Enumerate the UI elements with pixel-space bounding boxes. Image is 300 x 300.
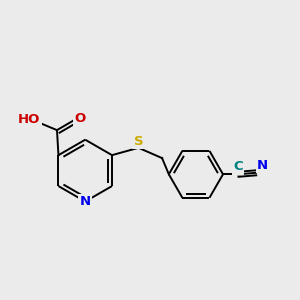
Text: O: O <box>74 112 86 125</box>
Text: HO: HO <box>18 113 40 126</box>
Text: N: N <box>257 159 268 172</box>
Text: S: S <box>134 135 143 148</box>
Text: C: C <box>233 160 243 173</box>
Text: N: N <box>80 195 91 208</box>
